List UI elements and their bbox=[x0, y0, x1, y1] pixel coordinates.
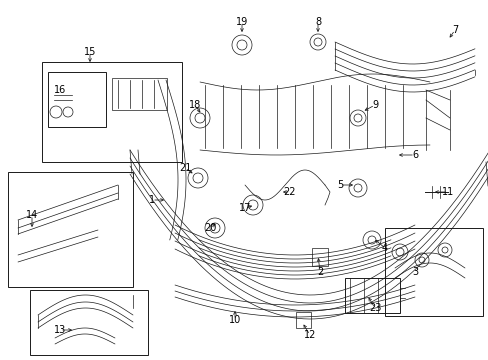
Text: 2: 2 bbox=[316, 267, 323, 277]
Text: 11: 11 bbox=[441, 187, 453, 197]
Text: 8: 8 bbox=[314, 17, 321, 27]
Text: 20: 20 bbox=[203, 223, 216, 233]
Bar bbox=[345, 278, 399, 313]
Bar bbox=[311, 248, 327, 266]
Bar bbox=[112, 78, 167, 110]
Text: 4: 4 bbox=[381, 243, 387, 253]
Text: 12: 12 bbox=[303, 330, 316, 340]
Text: 3: 3 bbox=[411, 267, 417, 277]
Text: 6: 6 bbox=[411, 150, 417, 160]
Bar bbox=[42, 62, 182, 162]
Text: 16: 16 bbox=[54, 85, 66, 95]
Text: 10: 10 bbox=[228, 315, 241, 325]
Bar bbox=[30, 290, 148, 355]
Text: 22: 22 bbox=[283, 187, 296, 197]
Text: 15: 15 bbox=[83, 47, 96, 57]
Bar bbox=[48, 72, 106, 127]
Bar bbox=[384, 228, 482, 316]
Text: 9: 9 bbox=[371, 100, 377, 110]
Text: 14: 14 bbox=[26, 210, 38, 220]
Bar bbox=[8, 172, 133, 287]
Text: 17: 17 bbox=[238, 203, 251, 213]
Text: 7: 7 bbox=[451, 25, 457, 35]
Text: 5: 5 bbox=[336, 180, 343, 190]
Text: 23: 23 bbox=[368, 303, 381, 313]
Text: 13: 13 bbox=[54, 325, 66, 335]
Text: 21: 21 bbox=[179, 163, 191, 173]
Bar bbox=[295, 312, 310, 328]
Text: 1: 1 bbox=[149, 195, 155, 205]
Text: 19: 19 bbox=[235, 17, 247, 27]
Text: 18: 18 bbox=[188, 100, 201, 110]
